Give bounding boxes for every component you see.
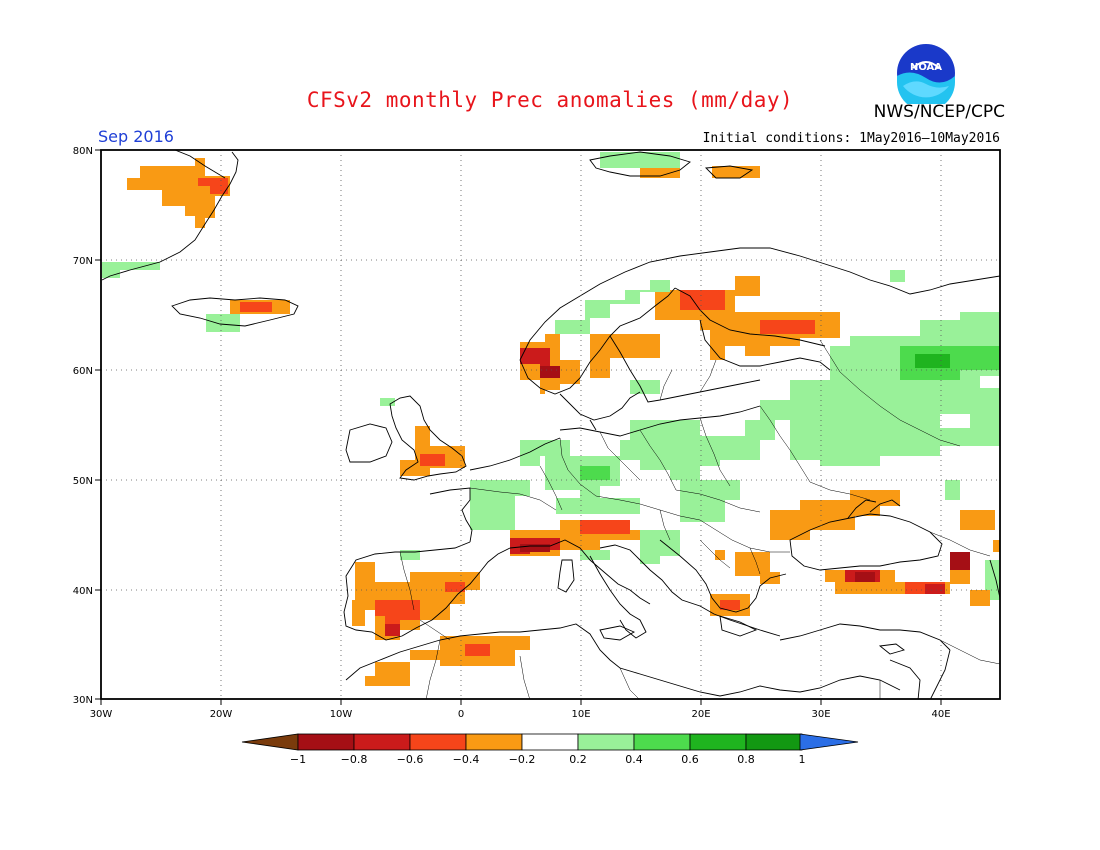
lon-label: 20E bbox=[691, 709, 710, 720]
anomaly-patch bbox=[445, 582, 465, 592]
anomaly-patch bbox=[720, 600, 740, 610]
colorbar-label: 0.8 bbox=[737, 753, 755, 766]
lon-label: 0 bbox=[458, 709, 464, 720]
colorbar-min-arrow bbox=[241, 733, 299, 751]
colorbar-label: −0.2 bbox=[509, 753, 536, 766]
anomaly-patch bbox=[925, 584, 945, 594]
lon-label: 10E bbox=[571, 709, 590, 720]
anomaly-patch bbox=[940, 414, 970, 428]
latitude-labels: 30N 40N 50N 60N 70N 80N bbox=[73, 146, 93, 706]
map-frame bbox=[100, 149, 1001, 700]
colorbar-box bbox=[409, 733, 467, 751]
lon-label: 30E bbox=[811, 709, 830, 720]
anomaly-patch bbox=[950, 552, 970, 570]
anomaly-patch bbox=[240, 302, 272, 312]
colorbar-box bbox=[465, 733, 523, 751]
map-title: CFSv2 monthly Prec anomalies (mm/day) bbox=[306, 88, 794, 112]
lon-label: 10W bbox=[330, 709, 353, 720]
colorbar-box bbox=[521, 733, 579, 751]
anomaly-patch bbox=[855, 572, 875, 582]
anomaly-patch bbox=[206, 314, 240, 332]
colorbar-max-arrow bbox=[799, 733, 859, 751]
colorbar-label: −0.4 bbox=[453, 753, 480, 766]
colorbar-label: −1 bbox=[290, 753, 306, 766]
anomaly-patch bbox=[580, 550, 610, 560]
anomaly-patch bbox=[520, 544, 550, 552]
anomaly-patch bbox=[555, 280, 670, 334]
lat-label: 80N bbox=[73, 146, 93, 157]
colorbar-label: −0.6 bbox=[397, 753, 424, 766]
noaa-logo-text: NOAA bbox=[910, 62, 942, 73]
anomaly-patch bbox=[127, 158, 230, 228]
anomaly-patch bbox=[712, 166, 760, 178]
lat-label: 70N bbox=[73, 256, 93, 267]
anomaly-patch bbox=[715, 550, 725, 560]
anomaly-patch bbox=[580, 520, 630, 534]
anomaly-patch bbox=[945, 480, 960, 500]
colorbar-box bbox=[633, 733, 691, 751]
colorbar-label: 0.4 bbox=[625, 753, 643, 766]
lon-label: 40E bbox=[931, 709, 950, 720]
forecast-month: Sep 2016 bbox=[98, 127, 174, 146]
anomaly-patch bbox=[980, 376, 1000, 388]
anomaly-patch bbox=[420, 454, 445, 466]
colorbar-box bbox=[577, 733, 635, 751]
colorbar-box bbox=[689, 733, 747, 751]
anomaly-patch bbox=[580, 466, 610, 480]
anomaly-patch bbox=[380, 398, 395, 406]
anomaly-patch bbox=[915, 354, 950, 368]
colorbar-box bbox=[297, 733, 355, 751]
longitude-labels: 30W 20W 10W 0 10E 20E 30E 40E bbox=[90, 709, 951, 720]
anomaly-patch bbox=[640, 168, 680, 178]
noaa-logo: NOAA bbox=[897, 44, 955, 104]
anomaly-patch bbox=[760, 320, 815, 334]
anomaly-patch bbox=[520, 440, 570, 466]
anomaly-patch bbox=[960, 510, 995, 530]
colorbar: −1 −0.8 −0.6 −0.4 −0.2 0.2 0.4 0.6 0.8 1 bbox=[241, 733, 859, 766]
anomaly-patch bbox=[970, 590, 990, 606]
anomaly-patch bbox=[400, 550, 420, 560]
colorbar-label: −0.8 bbox=[341, 753, 368, 766]
anomaly-patch bbox=[630, 380, 660, 394]
anomaly-patch bbox=[620, 420, 775, 480]
anomaly-patch bbox=[600, 152, 680, 168]
anomaly-patch bbox=[890, 270, 905, 282]
anomaly-patch bbox=[540, 366, 560, 378]
anomaly-patch bbox=[465, 644, 490, 656]
anomaly-patch bbox=[735, 552, 770, 576]
coastlines bbox=[101, 150, 1000, 699]
country-borders bbox=[399, 339, 1000, 699]
anomaly-patch bbox=[470, 480, 530, 530]
colorbar-label: 0.6 bbox=[681, 753, 699, 766]
anomaly-patch bbox=[770, 490, 900, 540]
colorbar-label: 1 bbox=[799, 753, 806, 766]
anomaly-patch bbox=[640, 530, 680, 564]
lat-label: 60N bbox=[73, 366, 93, 377]
anomaly-patch bbox=[993, 540, 1000, 552]
anomaly-patch bbox=[385, 624, 400, 636]
anomaly-patch bbox=[590, 334, 660, 378]
anomaly-patch bbox=[680, 480, 740, 522]
anomaly-patch bbox=[680, 290, 725, 310]
anomaly-patch bbox=[198, 178, 228, 194]
lat-label: 40N bbox=[73, 586, 93, 597]
colorbar-box bbox=[353, 733, 411, 751]
anomaly-patch bbox=[556, 498, 640, 514]
axis-ticks bbox=[95, 149, 942, 705]
lat-label: 30N bbox=[73, 695, 93, 706]
initial-conditions: Initial conditions: 1May2016—10May2016 bbox=[702, 131, 1000, 146]
lat-label: 50N bbox=[73, 476, 93, 487]
colorbar-label: 0.2 bbox=[569, 753, 587, 766]
anomaly-patch bbox=[560, 360, 580, 384]
colorbar-box bbox=[745, 733, 803, 751]
lon-label: 30W bbox=[90, 709, 113, 720]
agency-label: NWS/NCEP/CPC bbox=[873, 102, 1005, 122]
anomaly-shading bbox=[102, 152, 1000, 686]
lon-label: 20W bbox=[210, 709, 233, 720]
